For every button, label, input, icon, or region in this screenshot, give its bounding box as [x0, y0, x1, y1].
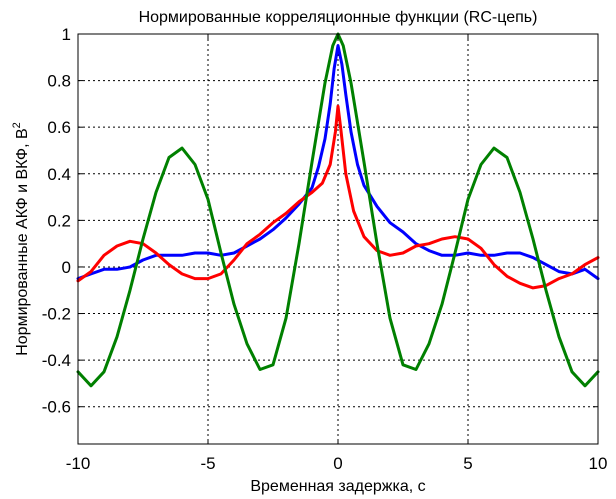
x-axis-label: Временная задержка, с [250, 478, 425, 495]
grid [78, 34, 598, 444]
y-tick-label: 0.2 [47, 211, 71, 230]
tick-labels: -10 -5 0 5 10 -0.6 -0.4 -0.2 0 0.2 0.4 0.6 0.8 1 [42, 25, 608, 473]
y-tick-label: 0 [62, 258, 71, 277]
y-tick-label: -0.4 [42, 351, 71, 370]
y-tick-label: 0.6 [47, 118, 71, 137]
y-tick-label: -0.6 [42, 398, 71, 417]
y-tick-label: 0.4 [47, 165, 71, 184]
x-tick-label: 5 [463, 454, 472, 473]
x-tick-label: -5 [200, 454, 215, 473]
ticks [77, 33, 599, 444]
y-axis-label-text: Нормированные АКФ и ВКФ, В [14, 128, 31, 355]
y-tick-label: 1 [62, 25, 71, 44]
y-tick-label: -0.2 [42, 305, 71, 324]
y-axis-label: Нормированные АКФ и ВКФ, В2 [11, 122, 31, 356]
x-tick-label: 10 [589, 454, 608, 473]
x-tick-label: -10 [66, 454, 91, 473]
blue-acf-line [76, 44, 600, 281]
x-tick-label: 0 [333, 454, 342, 473]
chart-title: Нормированные корреляционные функции (RC… [139, 9, 538, 26]
y-axis-label-superscript: 2 [11, 122, 23, 128]
y-tick-label: 0.8 [47, 72, 71, 91]
red-ccf-line [76, 104, 600, 290]
